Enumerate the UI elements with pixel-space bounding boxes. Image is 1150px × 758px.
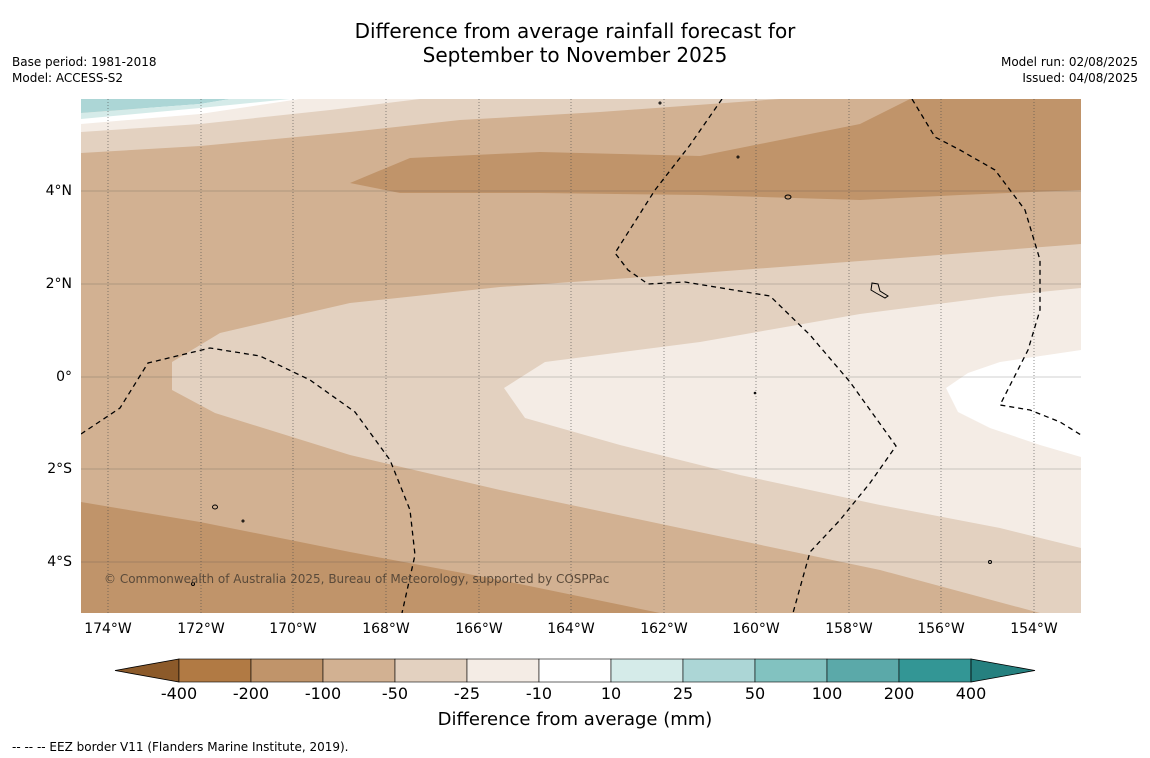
island-1 (784, 194, 792, 200)
colorbar-segment (610, 658, 684, 683)
colorbar-title: Difference from average (mm) (437, 709, 713, 730)
colorbar-segment (538, 658, 612, 683)
x-tick-label: 170°W (269, 621, 317, 637)
colorbar-segment (250, 658, 324, 683)
island-8 (988, 560, 992, 564)
title-line-1: Difference from average rainfall forecas… (354, 19, 796, 43)
issued-text: Issued: 04/08/2025 (1022, 71, 1138, 85)
copyright-text: © Commonwealth of Australia 2025, Bureau… (104, 572, 610, 586)
model-text: Model: ACCESS-S2 (12, 71, 124, 85)
colorbar-tick-label: 50 (744, 684, 766, 703)
colorbar-tick-label: -200 (232, 684, 270, 703)
y-tick-label: 2°S (47, 461, 72, 477)
band-teal-light-top (81, 99, 290, 119)
x-tick-label: 168°W (362, 621, 410, 637)
colorbar-tick-label: 10 (600, 684, 622, 703)
eez-border-east (911, 99, 1081, 436)
colorbar-tick-label: 200 (883, 684, 915, 703)
y-tick-label: 2°N (45, 276, 72, 292)
y-tick-label: 4°S (47, 554, 72, 570)
colorbar-segment (322, 658, 396, 683)
colorbar-segment (898, 658, 972, 683)
y-tick-label: 4°N (45, 183, 72, 199)
chart-title: Difference from average rainfall forecas… (0, 19, 1150, 67)
x-tick-label: 172°W (177, 621, 225, 637)
colorbar-segment (178, 658, 252, 683)
x-tick-label: 154°W (1010, 621, 1058, 637)
eez-footnote: -- -- -- EEZ border V11 (Flanders Marine… (12, 740, 349, 754)
island-4 (658, 101, 662, 105)
colorbar (114, 658, 1036, 683)
island-3 (212, 504, 218, 510)
title-line-2: September to November 2025 (422, 43, 728, 67)
band-white-top (81, 99, 300, 124)
island-6 (241, 519, 245, 523)
island-7 (191, 582, 195, 586)
colorbar-tick-label: 100 (811, 684, 843, 703)
x-tick-label: 164°W (547, 621, 595, 637)
eez-border-west (81, 347, 416, 613)
colorbar-segment (754, 658, 828, 683)
island-9 (753, 391, 757, 395)
colorbar-segment (394, 658, 468, 683)
x-tick-label: 160°W (732, 621, 780, 637)
x-tick-label: 158°W (825, 621, 873, 637)
x-tick-label: 174°W (84, 621, 132, 637)
colorbar-tick-label: 400 (955, 684, 987, 703)
band-teal-top (81, 99, 230, 113)
x-tick-label: 156°W (917, 621, 965, 637)
model-run-text: Model run: 02/08/2025 (1000, 55, 1138, 69)
x-tick-label: 162°W (640, 621, 688, 637)
colorbar-tick-label: -100 (304, 684, 342, 703)
y-tick-label: 0° (56, 369, 72, 385)
colorbar-tick-label: 25 (672, 684, 694, 703)
colorbar-tick-label: -10 (525, 684, 553, 703)
band-dark-south (81, 502, 660, 613)
grid-lines (81, 99, 1081, 613)
island-2 (870, 282, 889, 299)
colorbar-segment (466, 658, 540, 683)
meta-left: Base period: 1981-2018 Model: ACCESS-S2 (12, 54, 157, 86)
meta-right: Model run: 02/08/2025 Issued: 04/08/2025 (1001, 54, 1138, 86)
colorbar-extend-low (114, 658, 180, 683)
band-lightest-top (81, 99, 420, 132)
colorbar-tick-label: -400 (160, 684, 198, 703)
band-dark-north (350, 99, 1081, 200)
island-5 (736, 155, 740, 159)
base-period-text: Base period: 1981-2018 (12, 55, 157, 69)
islands (191, 101, 992, 586)
band-lighter-east (504, 288, 1081, 548)
colorbar-segment (682, 658, 756, 683)
colorbar-tick-label: -50 (381, 684, 409, 703)
eez-border-central (614, 99, 897, 613)
eez-borders (81, 99, 1081, 613)
x-tick-label: 166°W (455, 621, 503, 637)
colorbar-tick-label: -25 (453, 684, 481, 703)
map-area (81, 99, 1081, 613)
colorbar-extend-high (970, 658, 1036, 683)
colorbar-segment (826, 658, 900, 683)
